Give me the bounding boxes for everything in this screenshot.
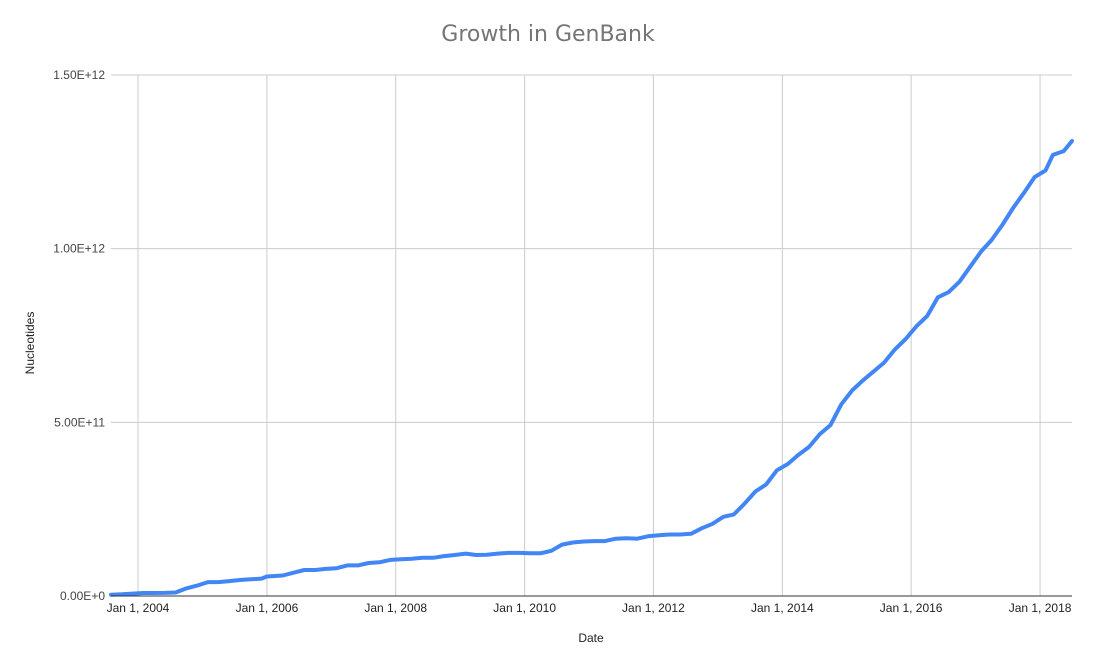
x-tick-label: Jan 1, 2006 — [236, 601, 299, 615]
y-axis-label: Nucleotides — [23, 312, 37, 375]
y-axis-ticks: 0.00E+0 5.00E+11 1.00E+12 1.50E+12 — [53, 68, 105, 603]
x-tick-label: Jan 1, 2008 — [364, 601, 427, 615]
x-tick-label: Jan 1, 2016 — [880, 601, 943, 615]
x-tick-label: Jan 1, 2018 — [1009, 601, 1072, 615]
x-tick-label: Jan 1, 2014 — [751, 601, 814, 615]
x-tick-label: Jan 1, 2010 — [493, 601, 556, 615]
series-layer — [109, 139, 1074, 597]
y-tick-label: 0.00E+0 — [60, 589, 105, 603]
y-tick-label: 5.00E+11 — [54, 415, 105, 429]
x-tick-label: Jan 1, 2012 — [622, 601, 685, 615]
series-line — [109, 139, 1074, 597]
y-tick-label: 1.00E+12 — [53, 242, 105, 256]
x-axis-label: Date — [578, 631, 604, 645]
chart-title: Growth in GenBank — [441, 22, 655, 47]
gridlines — [111, 74, 1072, 596]
x-axis-ticks: Jan 1, 2004 Jan 1, 2006 Jan 1, 2008 Jan 1, … — [107, 601, 1072, 615]
y-tick-label: 1.50E+12 — [53, 68, 105, 82]
x-tick-label: Jan 1, 2004 — [107, 601, 170, 615]
